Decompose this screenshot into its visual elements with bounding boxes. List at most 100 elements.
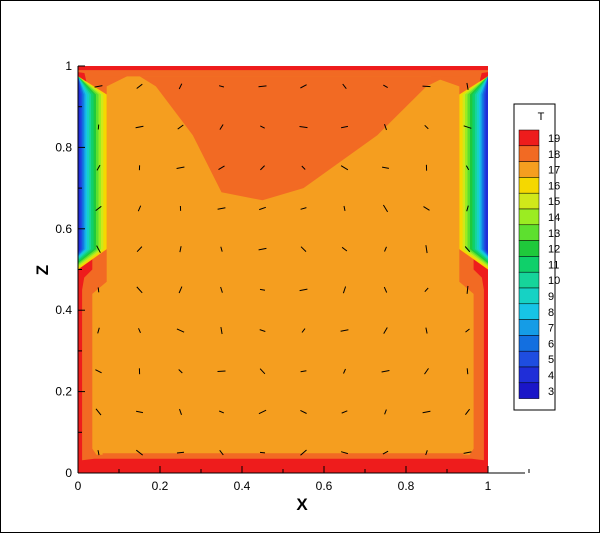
- velocity-vector: [382, 450, 389, 455]
- velocity-vector: [260, 165, 265, 171]
- legend-swatch-13: [518, 224, 540, 241]
- velocity-vector: [259, 329, 266, 332]
- legend-swatch-6: [518, 335, 540, 352]
- velocity-vector: [300, 370, 307, 373]
- x-tick-label: 0.6: [316, 479, 333, 493]
- velocity-vector: [423, 206, 430, 211]
- velocity-vector: [425, 450, 428, 456]
- velocity-vector: [178, 286, 183, 294]
- x-tick-label: 0: [75, 479, 82, 493]
- contour-layer: [78, 66, 488, 473]
- legend-label-5: 5: [548, 354, 554, 366]
- velocity-vector: [138, 328, 141, 334]
- legend-swatch-18: [518, 145, 540, 162]
- contour-fill-17: [92, 76, 474, 455]
- velocity-vector: [301, 328, 306, 333]
- velocity-vector: [340, 451, 349, 455]
- legend-swatch-3: [518, 382, 540, 399]
- velocity-vector: [176, 328, 185, 333]
- velocity-vector: [301, 165, 306, 170]
- velocity-vector: [220, 246, 223, 252]
- y-tick-label: 1: [65, 59, 72, 73]
- velocity-vector: [94, 85, 103, 88]
- bottom-wall-band: [78, 458, 488, 473]
- velocity-vector: [465, 328, 470, 333]
- velocity-vector: [179, 408, 182, 415]
- velocity-vector: [135, 125, 144, 129]
- legend-label-17: 17: [548, 165, 560, 177]
- top-wall-strip: [78, 66, 488, 71]
- velocity-vector: [97, 327, 100, 334]
- x-ticks: 0 0.2 0.4 0.6 0.8 1: [75, 466, 530, 493]
- velocity-vector: [220, 286, 223, 293]
- velocity-vector: [219, 410, 224, 414]
- velocity-vector: [422, 410, 431, 414]
- velocity-vector: [218, 85, 225, 88]
- legend-swatch-9: [518, 287, 540, 305]
- legend-swatch-11: [518, 256, 540, 273]
- legend-items: 19 18 17 16 15 14 13 12 11 10 9 8 7 6 5 4 3: [518, 129, 560, 399]
- velocity-vector: [176, 451, 185, 454]
- velocity-vector: [260, 125, 265, 129]
- legend-label-6: 6: [548, 338, 554, 350]
- velocity-vector: [341, 125, 348, 129]
- velocity-vector: [382, 204, 389, 213]
- velocity-vector: [343, 368, 346, 374]
- legend-label-14: 14: [548, 212, 560, 224]
- velocity-vector: [424, 287, 429, 293]
- velocity-vector: [384, 124, 387, 131]
- legend-label-12: 12: [548, 244, 560, 256]
- velocity-vector: [217, 207, 226, 210]
- legend-swatch-17: [518, 161, 540, 178]
- velocity-vector: [176, 166, 185, 169]
- y-ticks: 0 0.2 0.4 0.6 0.8 1: [55, 59, 85, 480]
- velocity-vector: [384, 246, 387, 252]
- velocity-vector: [219, 124, 224, 130]
- velocity-vector: [424, 368, 429, 375]
- velocity-vector: [463, 451, 472, 454]
- y-tick-label: 0.6: [55, 222, 72, 236]
- legend-label-11: 11: [548, 259, 559, 271]
- legend-swatch-15: [518, 192, 540, 210]
- velocity-vector: [341, 410, 348, 414]
- velocity-vector-layer: [94, 82, 472, 456]
- legend-label-16: 16: [548, 180, 560, 192]
- velocity-vector: [300, 84, 307, 89]
- velocity-vector: [259, 206, 266, 211]
- axes: 0 0.2 0.4 0.6 0.8 1 0 0.2 0.4 0.6 0.8 1 X Z: [33, 59, 530, 514]
- velocity-vector: [258, 85, 267, 88]
- velocity-vector: [383, 327, 388, 334]
- legend-swatch-10: [518, 271, 540, 289]
- right-wall-band-4: [485, 76, 488, 254]
- velocity-vector: [424, 124, 429, 130]
- legend-swatch-4: [518, 366, 540, 384]
- velocity-vector: [422, 85, 431, 88]
- top-wall-band-18: [78, 70, 488, 77]
- velocity-vector: [95, 205, 102, 211]
- y-tick-label: 0.8: [55, 140, 72, 154]
- velocity-vector: [97, 287, 100, 293]
- legend-swatch-16: [518, 177, 540, 194]
- velocity-vector: [300, 207, 307, 210]
- velocity-vector: [466, 285, 469, 294]
- left-wall-band-4: [78, 76, 81, 254]
- velocity-vector: [299, 288, 308, 292]
- velocity-vector: [217, 370, 226, 372]
- velocity-vector: [136, 83, 143, 89]
- velocity-vector: [137, 205, 142, 212]
- velocity-vector: [259, 451, 266, 454]
- y-tick-label: 0.4: [55, 303, 72, 317]
- velocity-vector: [342, 83, 347, 90]
- velocity-vector: [178, 369, 183, 374]
- velocity-vector: [95, 408, 102, 416]
- velocity-vector: [259, 288, 266, 291]
- velocity-vector: [340, 329, 349, 332]
- velocity-vector: [464, 246, 471, 253]
- velocity-vector: [258, 409, 267, 415]
- x-tick-label: 0.2: [152, 479, 169, 493]
- legend-label-3: 3: [548, 386, 554, 398]
- velocity-vector: [384, 409, 387, 415]
- velocity-vector: [220, 327, 223, 335]
- velocity-vector: [342, 286, 347, 294]
- top-plume: [139, 76, 447, 201]
